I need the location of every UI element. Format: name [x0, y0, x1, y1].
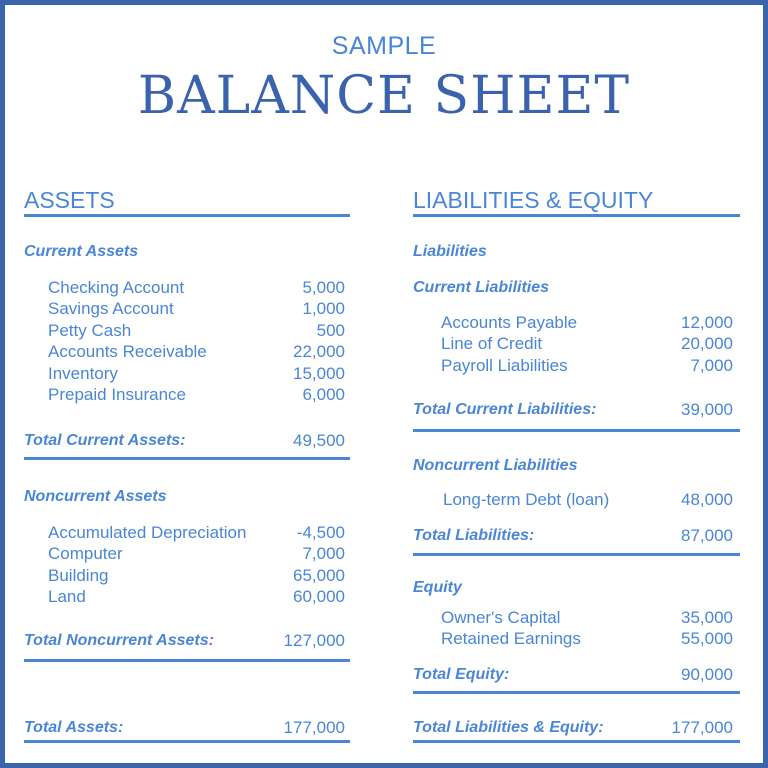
row-label: Land — [48, 587, 86, 606]
line-item-row: Computer 7,000 — [48, 543, 345, 565]
row-value: 500 — [316, 321, 345, 340]
total-row: Total Current Assets: 49,500 — [24, 430, 345, 452]
row-label: LIABILITIES & EQUITY — [413, 187, 654, 213]
total-row: Total Assets: 177,000 — [24, 717, 345, 739]
total-row: Total Noncurrent Assets: 127,000 — [24, 630, 345, 652]
row-label: Retained Earnings — [441, 629, 581, 648]
subsection-heading: Noncurrent Assets — [24, 486, 345, 508]
row-label: Equity — [413, 579, 462, 596]
line-item-row: Accounts Payable 12,000 — [441, 312, 733, 334]
divider-rule — [413, 740, 740, 743]
row-label: Line of Credit — [441, 334, 543, 353]
line-item-row: Long-term Debt (loan) 48,000 — [443, 489, 733, 511]
row-value: 7,000 — [690, 356, 733, 375]
row-label: ASSETS — [24, 187, 115, 213]
line-item-row: Checking Account 5,000 — [48, 277, 345, 299]
row-label: Total Liabilities: — [413, 527, 535, 544]
line-item-row: Savings Account 1,000 — [48, 298, 345, 320]
divider-rule — [24, 457, 350, 460]
row-label: Petty Cash — [48, 321, 132, 340]
divider-rule — [413, 553, 740, 556]
total-row: Total Liabilities: 87,000 — [413, 525, 733, 547]
row-value: 22,000 — [293, 342, 345, 361]
row-label: Inventory — [48, 364, 118, 383]
row-label: Checking Account — [48, 278, 185, 297]
row-value: 127,000 — [283, 631, 345, 650]
line-item-row: Payroll Liabilities 7,000 — [441, 355, 733, 377]
row-value: -4,500 — [296, 523, 345, 542]
row-value: 90,000 — [681, 665, 733, 684]
row-value: 35,000 — [681, 608, 733, 627]
line-item-row: Retained Earnings 55,000 — [441, 628, 733, 650]
line-item-row: Building 65,000 — [48, 565, 345, 587]
row-label: Liabilities — [413, 243, 487, 260]
row-value: 1,000 — [302, 299, 345, 318]
line-item-row: Owner's Capital 35,000 — [441, 607, 733, 629]
subsection-heading: Current Assets — [24, 241, 345, 263]
row-label: Noncurrent Assets — [24, 488, 167, 505]
row-label: Total Noncurrent Assets: — [24, 632, 214, 649]
row-label: Long-term Debt (loan) — [443, 490, 610, 509]
row-value: 55,000 — [681, 629, 733, 648]
row-value: 177,000 — [283, 718, 345, 737]
subsection-heading: Noncurrent Liabilities — [413, 455, 733, 477]
row-value: 6,000 — [302, 385, 345, 404]
divider-rule — [24, 214, 350, 217]
row-label: Total Equity: — [413, 666, 510, 683]
row-label: Noncurrent Liabilities — [413, 457, 578, 474]
section-heading: ASSETS — [24, 187, 345, 213]
row-label: Total Current Assets: — [24, 432, 186, 449]
row-label: Building — [48, 566, 109, 585]
row-value: 177,000 — [671, 718, 733, 737]
row-label: Savings Account — [48, 299, 174, 318]
row-label: Computer — [48, 544, 123, 563]
row-label: Accounts Payable — [441, 313, 578, 332]
row-value: 5,000 — [302, 278, 345, 297]
row-value: 48,000 — [681, 490, 733, 509]
line-item-row: Accounts Receivable 22,000 — [48, 341, 345, 363]
row-label: Total Assets: — [24, 719, 124, 736]
row-label: Current Assets — [24, 243, 139, 260]
row-value: 60,000 — [293, 587, 345, 606]
divider-rule — [413, 691, 740, 694]
line-item-row: Petty Cash 500 — [48, 320, 345, 342]
row-label: Accumulated Depreciation — [48, 523, 247, 542]
line-item-row: Prepaid Insurance 6,000 — [48, 384, 345, 406]
row-label: Total Current Liabilities: — [413, 401, 597, 418]
divider-rule — [24, 659, 350, 662]
line-item-row: Line of Credit 20,000 — [441, 333, 733, 355]
row-value: 49,500 — [293, 431, 345, 450]
row-label: Total Liabilities & Equity: — [413, 719, 604, 736]
total-row: Total Equity: 90,000 — [413, 664, 733, 686]
subsection-heading: Current Liabilities — [413, 277, 733, 299]
row-value: 39,000 — [681, 400, 733, 419]
line-item-row: Land 60,000 — [48, 586, 345, 608]
divider-rule — [413, 429, 740, 432]
row-label: Current Liabilities — [413, 279, 550, 296]
row-value: 20,000 — [681, 334, 733, 353]
line-item-row: Inventory 15,000 — [48, 363, 345, 385]
page-kicker: SAMPLE — [331, 32, 437, 60]
subsection-heading: Equity — [413, 577, 733, 599]
row-value: 87,000 — [681, 526, 733, 545]
page-title: BALANCE SHEET — [137, 66, 631, 126]
total-row: Total Current Liabilities: 39,000 — [413, 399, 733, 421]
row-label: Payroll Liabilities — [441, 356, 568, 375]
row-value: 7,000 — [302, 544, 345, 563]
section-heading: LIABILITIES & EQUITY — [413, 187, 733, 213]
row-label: Prepaid Insurance — [48, 385, 186, 404]
subsection-heading: Liabilities — [413, 241, 733, 263]
divider-rule — [24, 740, 350, 743]
row-label: Owner's Capital — [441, 608, 561, 627]
total-row: Total Liabilities & Equity: 177,000 — [413, 717, 733, 739]
row-label: Accounts Receivable — [48, 342, 207, 361]
line-item-row: Accumulated Depreciation -4,500 — [48, 522, 345, 544]
row-value: 15,000 — [293, 364, 345, 383]
row-value: 65,000 — [293, 566, 345, 585]
divider-rule — [413, 214, 740, 217]
row-value: 12,000 — [681, 313, 733, 332]
